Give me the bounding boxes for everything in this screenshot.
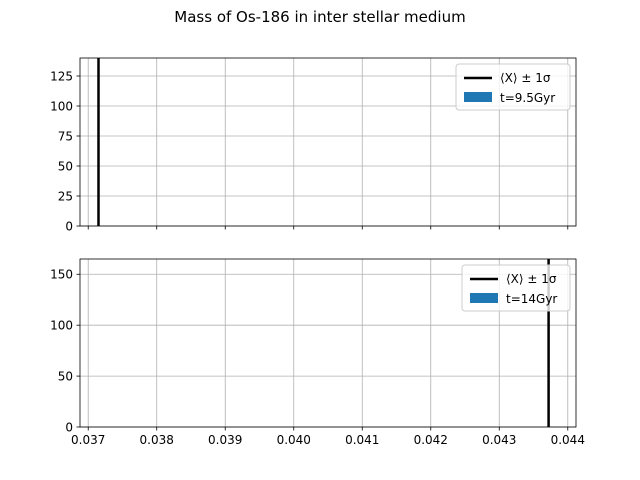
legend: ⟨X⟩ ± 1σ t=14Gyr (461, 264, 571, 312)
y-tick-label: 0 (65, 420, 73, 434)
x-tick-label: 0.039 (208, 433, 242, 447)
y-tick-label: 50 (58, 369, 73, 383)
y-tick-label: 50 (58, 159, 73, 173)
y-tick-label: 150 (50, 268, 73, 282)
legend-line-label: ⟨X⟩ ± 1σ (506, 272, 557, 286)
x-tick-label: 0.038 (140, 433, 174, 447)
subplot-2: 0.037 0.038 0.039 0.040 0.041 0.042 0.043 0.044… (50, 258, 585, 447)
y-tick-label: 25 (58, 189, 73, 203)
subplot-1: 0 25 50 75 100 125 ⟨X⟩ ± 1σ t=9.5Gyr (50, 57, 577, 233)
legend-patch-label: t=14Gyr (506, 292, 557, 306)
x-tick-label: 0.042 (414, 433, 448, 447)
y-tick-label: 0 (65, 219, 73, 233)
y-tick-label: 75 (58, 129, 73, 143)
legend: ⟨X⟩ ± 1σ t=9.5Gyr (455, 63, 571, 111)
legend-patch-label: t=9.5Gyr (500, 91, 555, 105)
legend-patch-swatch (464, 92, 492, 102)
x-tick-label: 0.043 (482, 433, 516, 447)
axes-frame (79, 57, 577, 227)
y-tick-label: 100 (50, 99, 73, 113)
y-tick-label: 125 (50, 69, 73, 83)
figure-title: Mass of Os-186 in inter stellar medium (174, 8, 465, 26)
y-tick-label: 100 (50, 318, 73, 332)
x-tick-label: 0.044 (551, 433, 585, 447)
legend-patch-swatch (470, 293, 498, 303)
x-tick-label: 0.040 (277, 433, 311, 447)
x-tick-label: 0.037 (71, 433, 105, 447)
x-tick-label: 0.041 (345, 433, 379, 447)
axes-frame (79, 258, 577, 428)
legend-line-label: ⟨X⟩ ± 1σ (500, 71, 551, 85)
